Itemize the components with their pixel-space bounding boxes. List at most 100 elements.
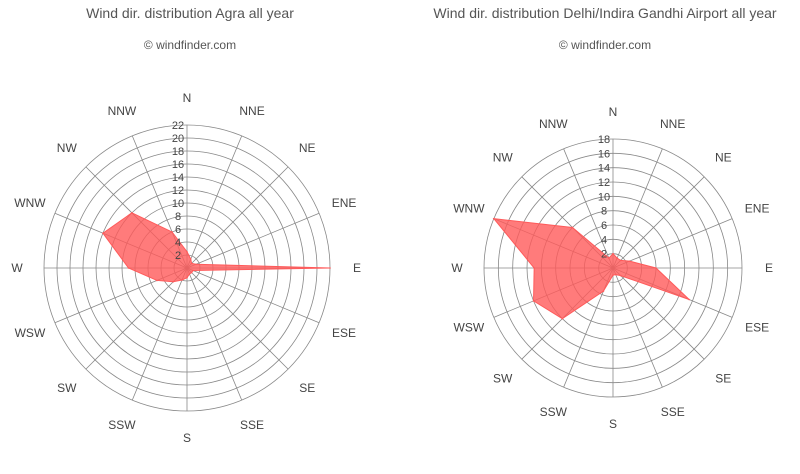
data-point-se: [190, 271, 193, 274]
direction-label-sw: SW: [57, 381, 77, 395]
data-point-wsw: [156, 279, 158, 282]
chart-credit: © windfinder.com: [143, 38, 237, 52]
data-point-nw: [131, 212, 133, 214]
radial-tick-label: 2: [175, 250, 181, 262]
direction-label-wsw: WSW: [15, 326, 46, 340]
grid-spoke: [186, 212, 320, 269]
radial-tick-label: 8: [601, 206, 607, 218]
data-point-wsw: [532, 300, 535, 302]
direction-label-e: E: [765, 261, 773, 275]
grid-spoke: [186, 135, 243, 269]
chart-credit: © windfinder.com: [558, 38, 652, 52]
direction-label-ese: ESE: [745, 321, 769, 335]
wind-rose-delhi-panel: Wind dir. distribution Delhi/Indira Gand…: [410, 0, 800, 474]
data-point-s: [186, 276, 188, 279]
radial-tick-label: 10: [172, 198, 184, 210]
wind-rose-agra-panel: Wind dir. distribution Agra all year © w…: [0, 0, 380, 474]
data-point-nne: [189, 258, 192, 260]
data-point-ese: [688, 298, 690, 301]
grid-spoke: [612, 176, 705, 269]
radial-tick-label: 6: [601, 220, 607, 232]
radial-tick-label: 8: [175, 211, 181, 223]
chart-title: Wind dir. distribution Delhi/Indira Gand…: [433, 5, 777, 21]
data-point-sse: [614, 273, 617, 276]
grid-spoke: [186, 267, 320, 324]
data-point-nne: [616, 257, 618, 259]
direction-label-nnw: NNW: [539, 117, 568, 131]
grid-spoke: [131, 267, 188, 401]
direction-label-ese: ESE: [332, 326, 356, 340]
direction-label-nne: NNE: [239, 104, 264, 118]
data-point-nnw: [608, 257, 610, 259]
grid-spoke: [186, 267, 243, 401]
grid-spoke: [612, 148, 663, 269]
direction-label-ssw: SSW: [540, 405, 568, 419]
radial-tick-label: 4: [601, 234, 607, 246]
data-point-w: [533, 267, 535, 269]
radial-tick-label: 22: [172, 120, 184, 132]
data-point-n: [186, 250, 188, 253]
direction-label-nw: NW: [57, 141, 78, 155]
radial-tick-label: 18: [172, 146, 184, 158]
data-point-e: [655, 267, 657, 269]
direction-label-sw: SW: [493, 371, 513, 385]
data-point-n: [612, 252, 614, 255]
data-point-s: [612, 274, 614, 276]
data-point-ese: [192, 269, 194, 272]
grid-spoke: [563, 148, 614, 269]
radial-tick-label: 16: [172, 159, 184, 171]
data-point-sw: [561, 317, 564, 320]
data-point-ssw: [602, 290, 605, 292]
direction-label-n: N: [609, 105, 618, 119]
grid-spoke: [612, 267, 705, 360]
grid-spoke: [612, 267, 663, 388]
data-point-e: [329, 267, 331, 269]
direction-label-w: W: [11, 261, 23, 275]
radial-tick-label: 10: [598, 191, 610, 203]
direction-label-ene: ENE: [745, 201, 770, 215]
direction-label-sse: SSE: [240, 418, 264, 432]
radial-tick-label: 16: [598, 148, 610, 160]
direction-label-se: SE: [715, 371, 731, 385]
data-point-sse: [188, 273, 191, 275]
radial-tick-label: 2: [601, 249, 607, 261]
data-point-w: [127, 267, 130, 269]
radial-tick-label: 14: [172, 172, 184, 184]
direction-label-e: E: [353, 261, 361, 275]
direction-label-ene: ENE: [332, 196, 357, 210]
data-point-ne: [190, 262, 193, 265]
wind-rose-delhi: 2 4 6 8 10 12 14 16 18 N NNE NE ENE E ESE SE SSE S SSW SW WS…: [451, 105, 773, 431]
data-point-nw: [571, 226, 574, 229]
direction-label-s: S: [609, 417, 617, 431]
direction-label-s: S: [183, 431, 191, 445]
direction-label-sse: SSE: [661, 405, 685, 419]
radial-tick-label: 12: [598, 177, 610, 189]
radial-tick-label: 4: [175, 237, 181, 249]
data-point-ne: [619, 259, 622, 262]
direction-label-ssw: SSW: [108, 418, 136, 432]
direction-label-ne: NE: [299, 141, 316, 155]
radial-tick-label: 18: [598, 134, 610, 146]
data-point-nnw: [171, 231, 173, 233]
data-point-se: [619, 274, 622, 277]
direction-label-ne: NE: [715, 151, 732, 165]
data-point-wnw: [493, 217, 495, 220]
data-point-sw: [172, 280, 175, 283]
wind-frequency-area: [492, 217, 690, 320]
direction-label-nne: NNE: [660, 117, 685, 131]
direction-label-nnw: NNW: [108, 104, 137, 118]
radial-tick-label: 6: [175, 224, 181, 236]
direction-label-n: N: [183, 91, 192, 105]
direction-label-wnw: WNW: [453, 201, 485, 215]
data-point-ene: [195, 263, 197, 266]
data-point-ssw: [181, 279, 183, 281]
data-point-ene: [628, 260, 631, 262]
grid-spoke: [612, 218, 733, 269]
radial-tick-label: 12: [172, 185, 184, 197]
direction-label-se: SE: [299, 381, 315, 395]
grid-spoke: [85, 267, 188, 370]
direction-label-wnw: WNW: [14, 196, 46, 210]
direction-label-nw: NW: [493, 151, 514, 165]
grid-spoke: [186, 166, 289, 269]
